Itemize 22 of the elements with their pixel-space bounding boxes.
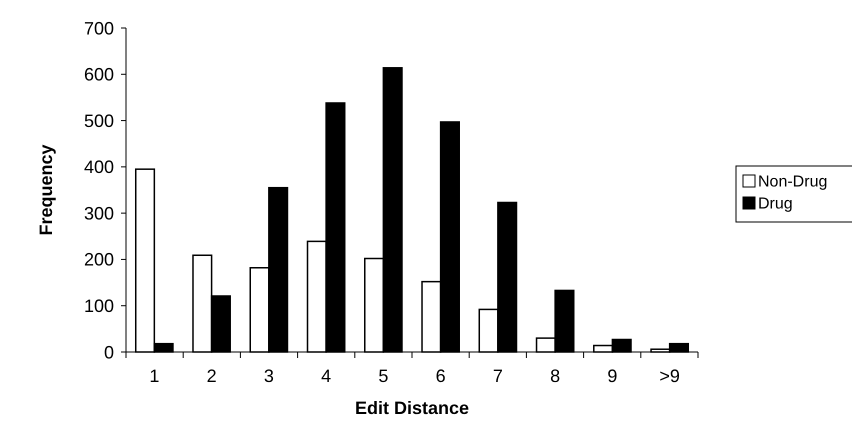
x-tick-label: 4 (321, 366, 332, 386)
x-tick-label: 3 (264, 366, 274, 386)
x-tick-label: >9 (659, 366, 680, 386)
x-tick-label: 7 (492, 366, 503, 386)
x-tick-label: 8 (550, 366, 560, 386)
y-tick-label: 400 (84, 157, 114, 178)
y-tick-label: 100 (84, 296, 114, 316)
x-tick-label: 1 (149, 366, 160, 386)
x-axis-title: Edit Distance (354, 398, 470, 418)
x-tick-label: 2 (206, 366, 217, 386)
y-axis-title: Frequency (36, 144, 56, 236)
y-tick-label: 700 (84, 18, 114, 38)
x-tick-label: 6 (436, 366, 446, 386)
legend-label: Drug (758, 196, 793, 213)
legend-label: Non-Drug (758, 174, 828, 191)
y-tick-label: 500 (84, 110, 114, 131)
x-tick-label: 5 (378, 366, 388, 386)
y-tick-label: 200 (84, 250, 114, 270)
y-tick-label: 0 (104, 342, 114, 362)
y-tick-label: 600 (84, 64, 114, 85)
x-tick-label: 9 (607, 366, 618, 386)
y-tick-label: 300 (84, 203, 114, 224)
